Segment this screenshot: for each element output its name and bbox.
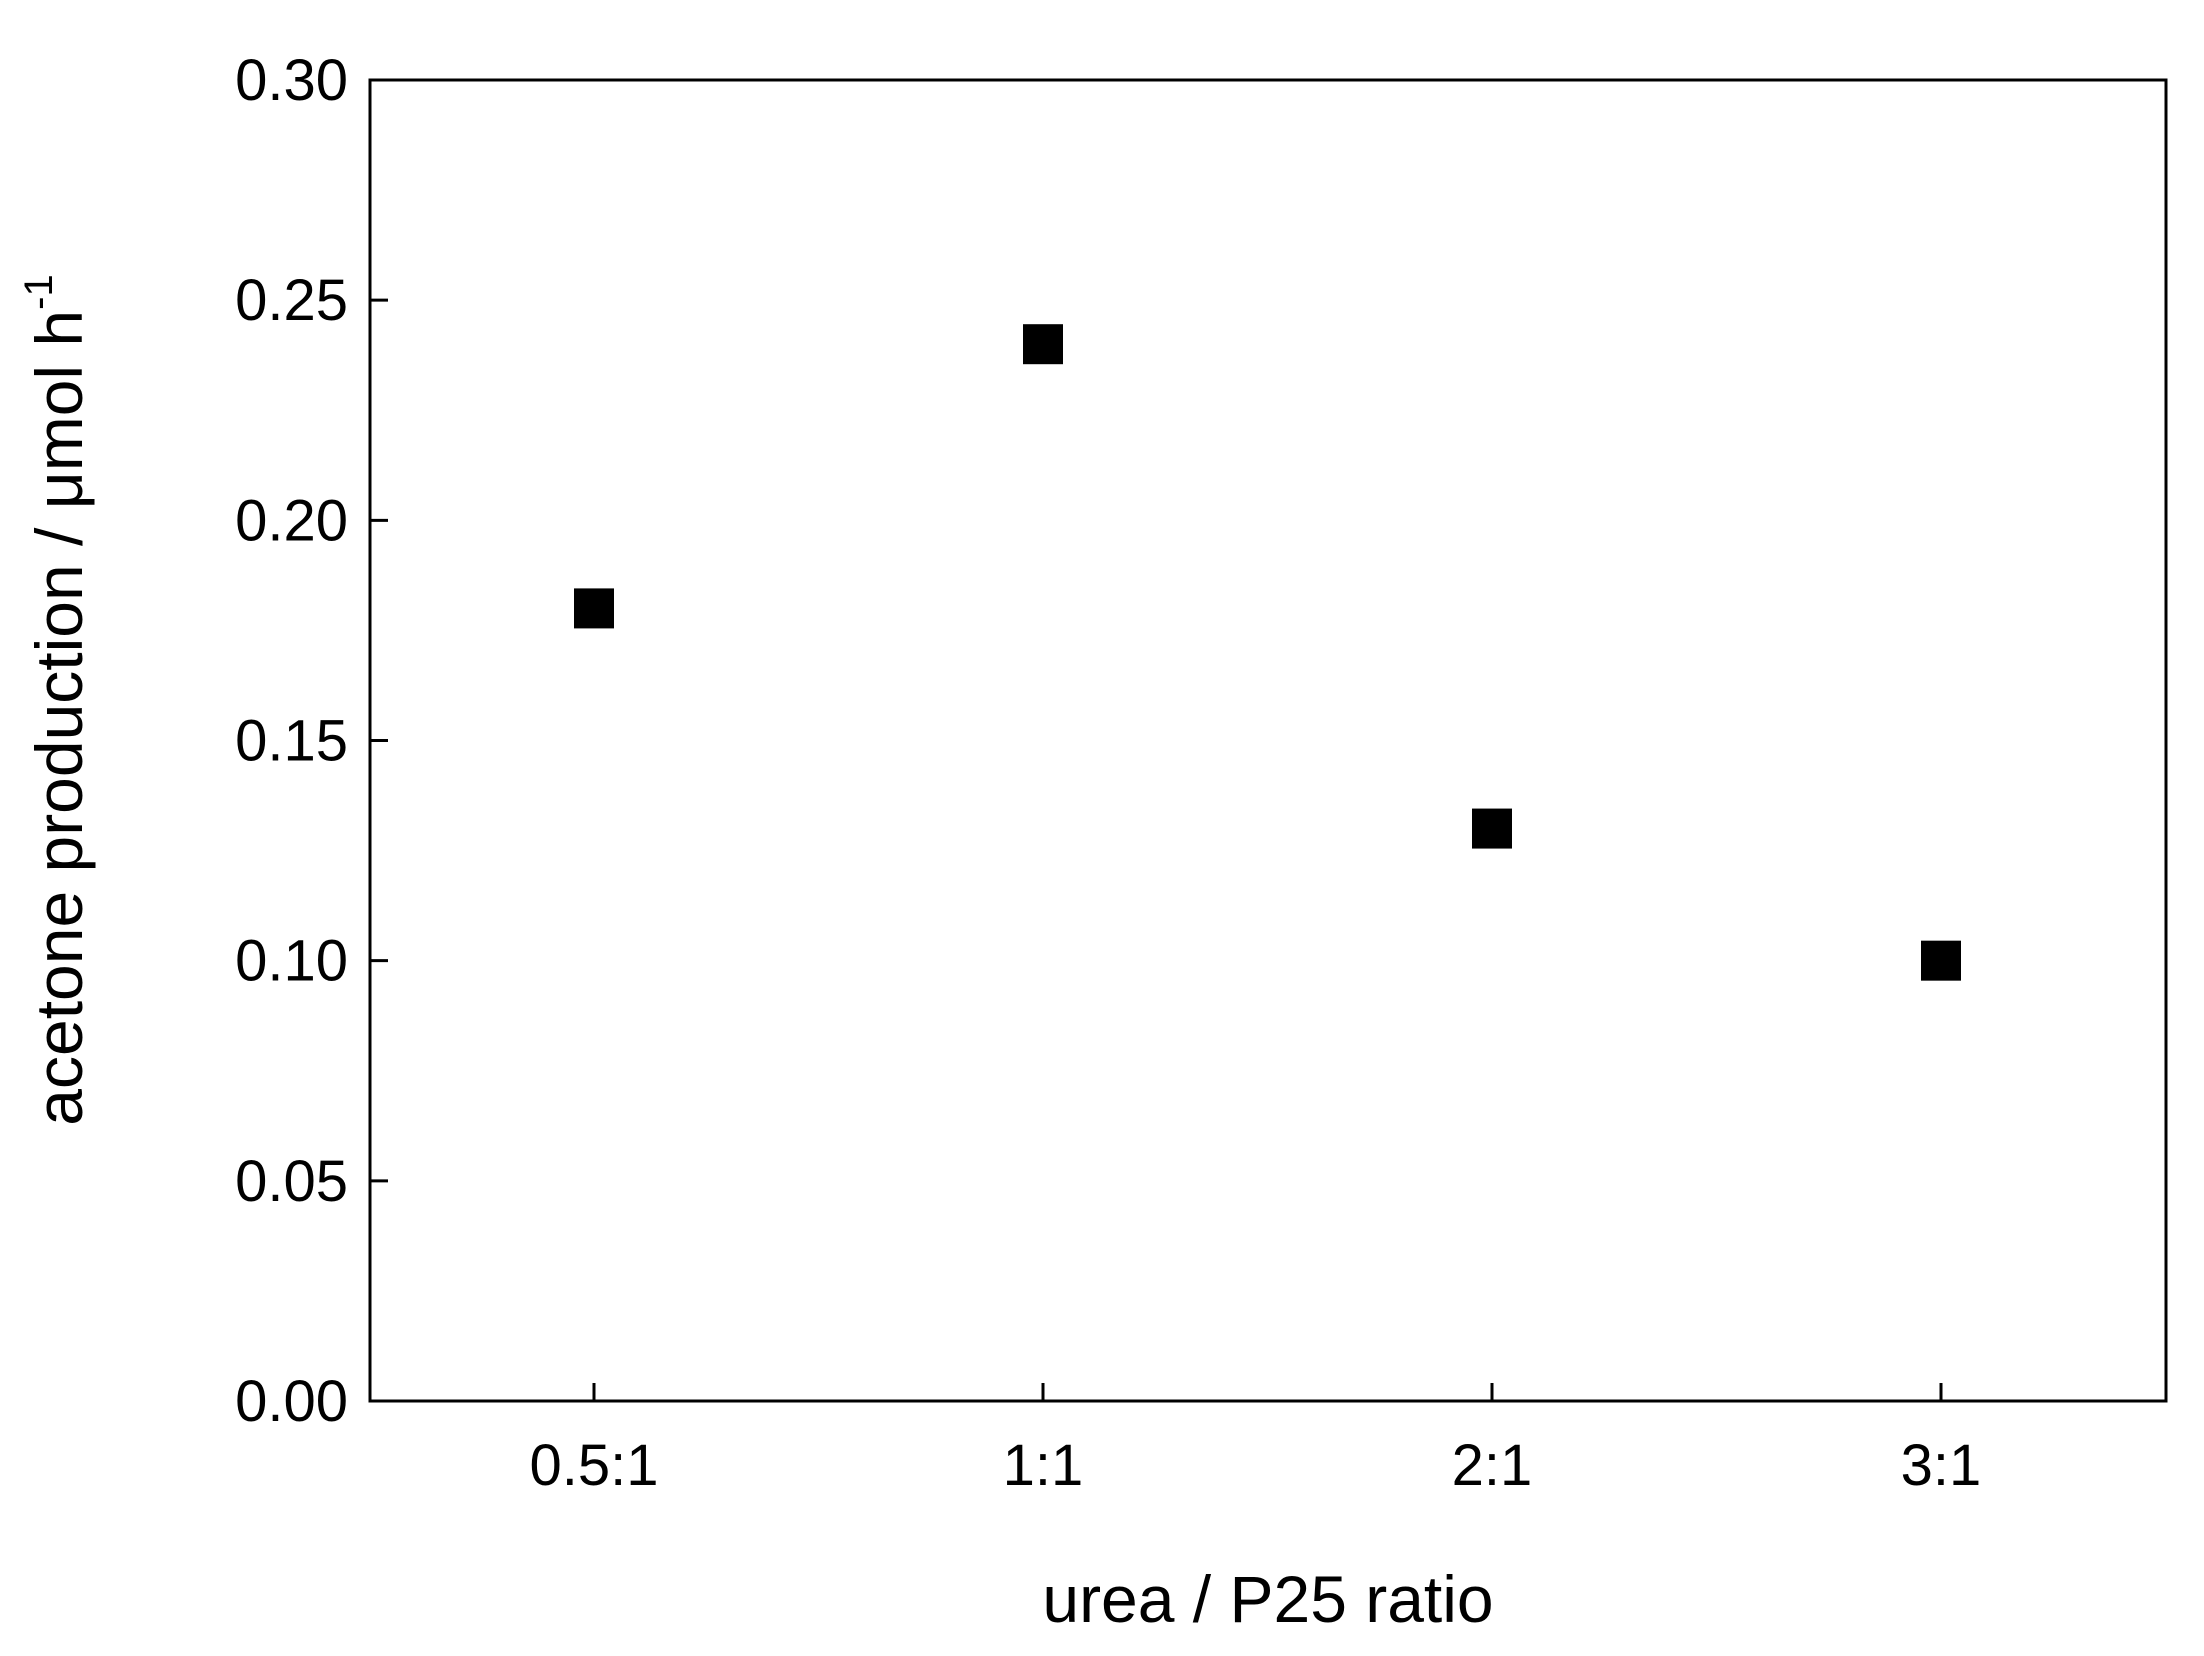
y-tick-label: 0.30 — [235, 48, 348, 113]
x-axis-ticks: 0.5:1 1:1 2:1 3:1 — [530, 1383, 1982, 1498]
y-axis-title-main: acetone production / μmol h — [22, 310, 96, 1126]
data-point — [1472, 808, 1512, 849]
x-axis-title: urea / P25 ratio — [1042, 1562, 1493, 1636]
y-tick-label: 0.05 — [235, 1149, 348, 1214]
x-tick-label: 2:1 — [1452, 1433, 1533, 1498]
data-point — [1023, 324, 1063, 365]
y-tick-label: 0.20 — [235, 488, 348, 553]
y-tick-label: 0.10 — [235, 929, 348, 994]
data-point — [1921, 940, 1961, 981]
data-points — [574, 324, 1961, 981]
y-tick-label: 0.00 — [235, 1369, 348, 1434]
x-tick-label: 3:1 — [1901, 1433, 1982, 1498]
plot-frame — [368, 78, 2168, 1403]
y-tick-label: 0.25 — [235, 268, 348, 333]
y-tick-label: 0.15 — [235, 709, 348, 774]
data-point — [574, 588, 614, 629]
x-tick-label: 1:1 — [1003, 1433, 1084, 1498]
x-tick-label: 0.5:1 — [530, 1433, 659, 1498]
y-axis-title-superscript: -1 — [17, 274, 61, 310]
y-axis-title: acetone production / μmol h-1 — [17, 274, 96, 1125]
y-axis-ticks: 0.00 0.05 0.10 0.15 0.20 0.25 0.30 — [235, 48, 388, 1434]
